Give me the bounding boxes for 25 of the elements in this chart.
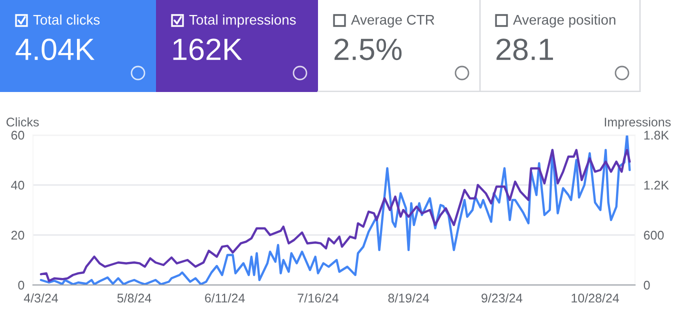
- x-tick-label: 7/16/24: [298, 293, 339, 303]
- y2-tick-label: 0: [644, 280, 650, 290]
- text: Average CTR: [351, 14, 434, 28]
- text: 4.04K: [16, 38, 95, 60]
- text: 2.5%: [334, 38, 402, 60]
- text: Average position: [513, 14, 616, 28]
- y-tick-label: 60: [11, 130, 24, 140]
- x-tick-label: 5/8/24: [117, 293, 152, 303]
- x-tick-label: 6/11/24: [205, 293, 245, 303]
- x-tick-label: 10/28/24: [572, 293, 620, 303]
- y2-tick-label: 1.8K: [644, 130, 669, 140]
- y-tick-label: 0: [18, 280, 24, 290]
- y-tick-label: 40: [11, 180, 24, 190]
- x-tick-label: 4/3/24: [24, 293, 58, 303]
- x-tick-label: 9/23/24: [482, 293, 522, 303]
- text: Total impressions: [189, 14, 296, 28]
- y2-axis-title: Impressions: [604, 117, 671, 129]
- text: 28.1: [496, 38, 553, 60]
- y2-tick-label: 1.2K: [644, 180, 669, 190]
- text: Total clicks: [33, 14, 100, 25]
- y-tick-label: 20: [11, 230, 24, 240]
- y-axis-title: Clicks: [6, 117, 39, 127]
- x-tick-label: 8/19/24: [388, 293, 430, 303]
- y2-tick-label: 600: [644, 230, 664, 240]
- text: 162K: [173, 38, 242, 60]
